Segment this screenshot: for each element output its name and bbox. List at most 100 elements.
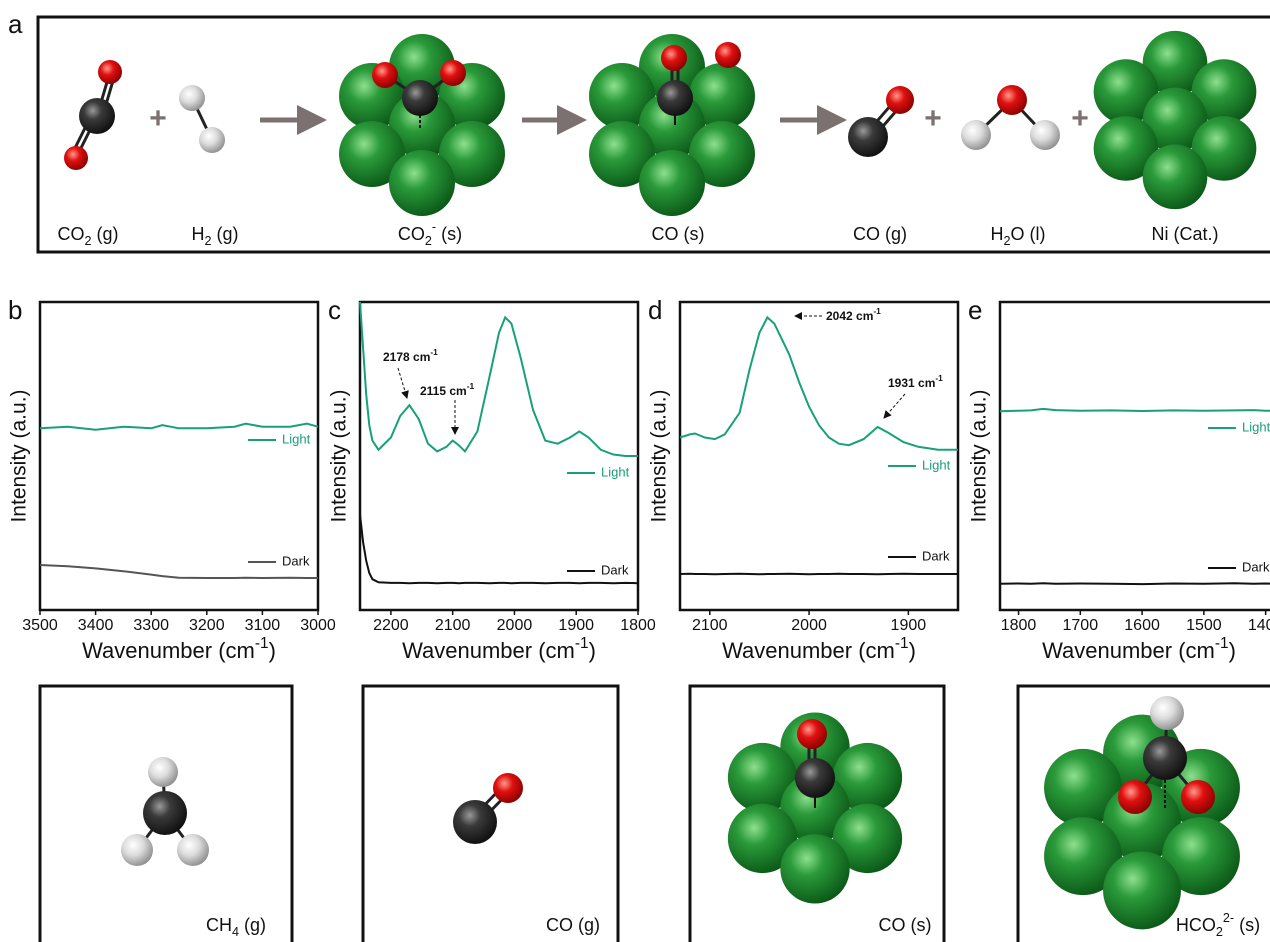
- y-axis-label: Intensity (a.u.): [328, 389, 351, 522]
- text-part: -1: [873, 306, 881, 316]
- peak-annotation: 2115 cm-1: [420, 381, 475, 398]
- plot-frame: [40, 302, 318, 610]
- co-adsorbed: [728, 712, 902, 903]
- species-label: CO (s): [652, 224, 705, 244]
- text-part: -1: [430, 347, 438, 357]
- text-part: -1: [575, 635, 589, 652]
- figure: + + + aCO2 (g)H2 (g)CO2- (s)CO (s)CO (g)…: [0, 0, 1270, 942]
- text-part: -1: [935, 373, 943, 383]
- x-tick-label: 2000: [791, 617, 827, 634]
- text-part: 2: [425, 234, 432, 248]
- ch4-molecule: [121, 757, 209, 866]
- text-part: H: [990, 224, 1003, 244]
- legend-label: Light: [601, 464, 630, 479]
- text-part: 2178 cm: [383, 350, 430, 364]
- text-part: CO (g): [853, 224, 907, 244]
- ni-catalyst: [1094, 31, 1257, 209]
- x-tick-label: 1900: [891, 617, 927, 634]
- annotation-arrow: [884, 394, 905, 418]
- x-tick-label: 3500: [22, 617, 58, 634]
- panel-label: a: [8, 9, 23, 39]
- text-part: CO (s): [879, 915, 932, 935]
- text-part: (g): [212, 224, 239, 244]
- h2-molecule: [179, 85, 225, 153]
- text-part: CO: [57, 224, 84, 244]
- text-part: (s): [1234, 915, 1260, 935]
- co2-molecule: [64, 60, 122, 170]
- h2o-molecule: [961, 85, 1060, 150]
- x-axis-label: Wavenumber (cm-1): [82, 635, 276, 663]
- text-part: Wavenumber (cm: [1042, 638, 1215, 663]
- text-part: ): [909, 638, 916, 663]
- peak-annotation: 2042 cm-1: [826, 306, 881, 323]
- spectrum-line: [40, 424, 318, 430]
- x-tick-label: 3400: [78, 617, 114, 634]
- text-part: Wavenumber (cm: [402, 638, 575, 663]
- legend-label: Light: [1242, 419, 1270, 434]
- text-part: HCO: [1176, 915, 1216, 935]
- legend-label: Dark: [601, 562, 629, 577]
- x-tick-label: 3000: [300, 617, 336, 634]
- text-part: -1: [895, 635, 909, 652]
- panel-label: d: [648, 295, 662, 325]
- co-molecule: [848, 86, 914, 157]
- text-part: Wavenumber (cm: [722, 638, 895, 663]
- text-part: ): [1229, 638, 1236, 663]
- text-part: 2: [204, 234, 211, 248]
- text-part: CO: [398, 224, 425, 244]
- x-tick-label: 1900: [558, 617, 594, 634]
- co-molecule: [453, 773, 523, 844]
- text-part: Ni (Cat.): [1152, 224, 1219, 244]
- legend-label: Light: [282, 431, 311, 446]
- species-label: H2 (g): [191, 224, 238, 249]
- x-tick-label: 1600: [1124, 617, 1160, 634]
- panel-label: b: [8, 295, 22, 325]
- text-part: -1: [467, 381, 475, 391]
- text-part: H: [191, 224, 204, 244]
- x-axis-label: Wavenumber (cm-1): [722, 635, 916, 663]
- x-tick-label: 3200: [189, 617, 225, 634]
- peak-annotation: 1931 cm-1: [888, 373, 943, 390]
- x-tick-label: 3100: [245, 617, 281, 634]
- species-label: CO2- (s): [398, 220, 462, 248]
- spectrum-line: [1000, 409, 1270, 411]
- plus: +: [149, 102, 167, 135]
- text-part: 4: [232, 925, 239, 939]
- text-part: 2: [84, 234, 91, 248]
- spectrum-line: [40, 565, 318, 578]
- text-part: CH: [206, 915, 232, 935]
- species-label: H2O (l): [990, 224, 1045, 249]
- plot-frame: [360, 302, 638, 610]
- x-tick-label: 2200: [373, 617, 409, 634]
- spectrum-line: [1000, 583, 1270, 584]
- plus: +: [1071, 102, 1089, 135]
- text-part: 2115 cm: [420, 384, 467, 398]
- x-tick-label: 3300: [133, 617, 169, 634]
- plus: +: [924, 102, 942, 135]
- panel-label: e: [968, 295, 982, 325]
- hco2-adsorbed: [1044, 696, 1240, 929]
- species-label: CO (g): [853, 224, 907, 244]
- text-part: 2: [1003, 234, 1010, 248]
- text-part: ): [589, 638, 596, 663]
- y-axis-label: Intensity (a.u.): [648, 389, 671, 522]
- x-tick-label: 1800: [1001, 617, 1037, 634]
- text-part: 2: [1216, 925, 1223, 939]
- text-part: 2042 cm: [826, 309, 873, 323]
- text-part: CO (s): [652, 224, 705, 244]
- text-part: 1931 cm: [888, 376, 935, 390]
- species-label: CO2 (g): [57, 224, 118, 249]
- x-axis-label: Wavenumber (cm-1): [1042, 635, 1236, 663]
- x-tick-label: 2100: [692, 617, 728, 634]
- co-adsorbed: [589, 34, 755, 216]
- x-tick-label: 1400: [1248, 617, 1270, 634]
- x-tick-label: 1500: [1186, 617, 1222, 634]
- x-axis-label: Wavenumber (cm-1): [402, 635, 596, 663]
- species-label: Ni (Cat.): [1152, 224, 1219, 244]
- legend-label: Dark: [282, 553, 310, 568]
- x-tick-label: 1700: [1063, 617, 1099, 634]
- spectrum-line: [360, 515, 638, 584]
- structure-label: HCO22- (s): [1176, 911, 1260, 939]
- text-part: Wavenumber (cm: [82, 638, 255, 663]
- structure-label: CO (g): [546, 915, 600, 935]
